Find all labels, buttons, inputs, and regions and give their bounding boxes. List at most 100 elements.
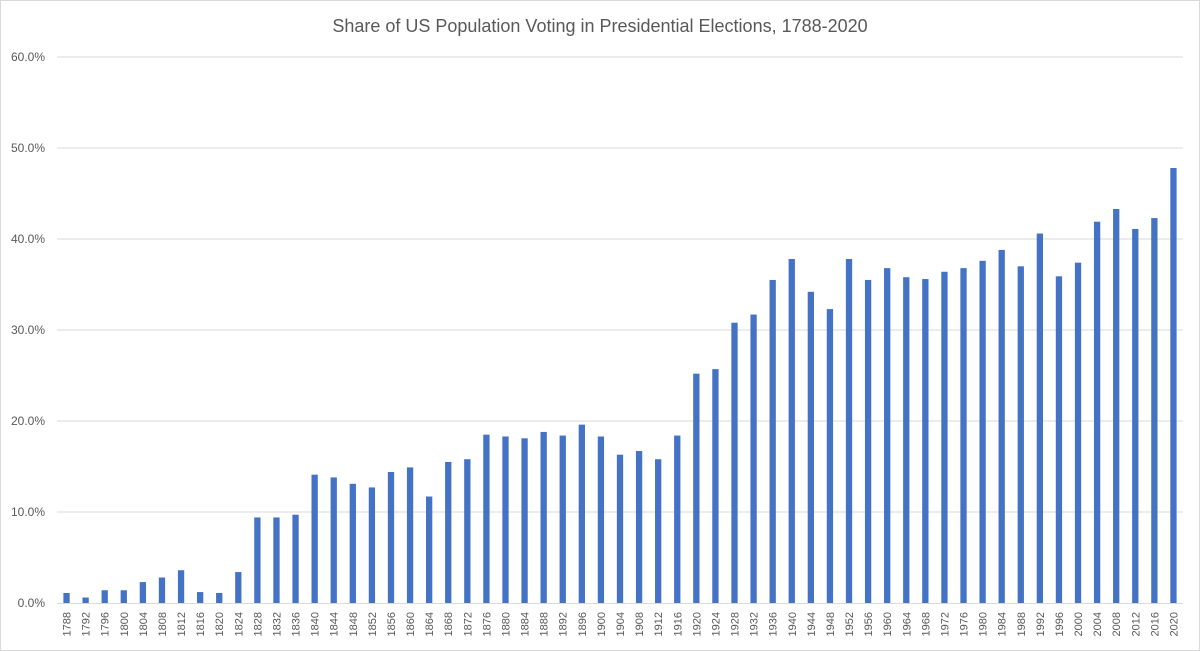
bar — [807, 291, 814, 603]
x-tick-label: 1972 — [939, 612, 951, 636]
x-tick-label: 1928 — [730, 612, 742, 636]
gridlines — [57, 56, 1183, 513]
x-tick-label: 1920 — [691, 612, 703, 636]
y-tick-label: 60.0% — [11, 50, 45, 64]
x-tick-label: 1872 — [462, 612, 474, 636]
bar — [559, 435, 566, 603]
x-tick-label: 2020 — [1168, 612, 1180, 636]
x-tick-label: 1820 — [214, 612, 226, 636]
x-tick-label: 1984 — [997, 612, 1009, 636]
bar — [235, 572, 242, 603]
bar — [445, 461, 452, 603]
bar — [884, 268, 891, 603]
bar — [1093, 221, 1101, 603]
bar — [597, 436, 605, 603]
x-tick-label: 1800 — [119, 612, 131, 636]
bar — [63, 592, 70, 603]
bar — [1151, 218, 1158, 603]
x-tick-label: 2000 — [1073, 612, 1085, 636]
bar — [387, 471, 395, 603]
x-tick-label: 1864 — [424, 612, 436, 636]
bar — [464, 459, 471, 603]
bar — [1113, 208, 1120, 603]
x-tick-label: 1852 — [367, 612, 379, 636]
bar — [139, 582, 147, 603]
x-axis-ticks: 1788 1792 1796 1800 1804 1808 1812 1816 1820 1824… — [62, 612, 1181, 636]
x-tick-label: 1996 — [1054, 612, 1066, 636]
bar — [674, 435, 681, 603]
bar — [1055, 276, 1063, 603]
bar — [216, 592, 223, 603]
x-tick-label: 2012 — [1130, 612, 1142, 636]
bar — [960, 268, 967, 603]
bar — [655, 459, 662, 603]
x-tick-label: 1964 — [901, 612, 913, 636]
x-tick-label: 1992 — [1035, 612, 1047, 636]
bar — [273, 517, 280, 603]
x-tick-label: 1912 — [653, 612, 665, 636]
x-tick-label: 1948 — [825, 612, 837, 636]
x-tick-label: 1856 — [386, 612, 398, 636]
x-tick-label: 1848 — [348, 612, 360, 636]
x-tick-label: 1904 — [615, 612, 627, 636]
bar — [311, 474, 318, 603]
x-tick-label: 1860 — [405, 612, 417, 636]
x-tick-label: 2008 — [1111, 612, 1123, 636]
bar — [120, 590, 127, 603]
x-tick-label: 1932 — [749, 612, 761, 636]
bar — [712, 369, 719, 603]
x-tick-label: 1880 — [500, 612, 512, 636]
x-tick-label: 1952 — [844, 612, 856, 636]
x-tick-label: 1824 — [233, 612, 245, 636]
y-tick-label: 40.0% — [11, 232, 45, 246]
bar — [368, 487, 376, 603]
y-tick-label: 10.0% — [11, 505, 45, 519]
y-axis-ticks: 0.0% 10.0% 20.0% 30.0% 40.0% 50.0% 60.0% — [11, 50, 45, 610]
bar — [922, 279, 929, 603]
x-tick-label: 1812 — [176, 612, 188, 636]
bar — [349, 483, 356, 603]
bar — [903, 277, 910, 603]
bar — [693, 373, 700, 603]
bar — [1036, 233, 1044, 604]
x-tick-label: 1796 — [100, 612, 112, 636]
bars — [63, 168, 1177, 604]
x-tick-label: 1828 — [252, 612, 264, 636]
x-tick-label: 1788 — [62, 612, 74, 636]
x-tick-label: 1980 — [978, 612, 990, 636]
x-tick-label: 1940 — [787, 612, 799, 636]
x-tick-label: 1868 — [443, 612, 455, 636]
bar — [864, 279, 872, 603]
x-tick-label: 1816 — [195, 612, 207, 636]
bar — [826, 309, 834, 603]
bar — [82, 597, 89, 603]
x-tick-label: 1844 — [329, 612, 341, 636]
y-tick-label: 0.0% — [18, 596, 46, 610]
bar — [158, 577, 166, 603]
y-tick-label: 30.0% — [11, 323, 45, 337]
bar — [330, 477, 337, 603]
x-tick-label: 1944 — [806, 612, 818, 636]
bar — [540, 431, 547, 603]
bar — [1132, 228, 1139, 604]
x-tick-label: 1876 — [481, 612, 493, 636]
x-tick-label: 1916 — [672, 612, 684, 636]
x-tick-label: 1988 — [1016, 612, 1028, 636]
bar — [998, 249, 1005, 604]
x-tick-label: 1888 — [539, 612, 551, 636]
x-tick-label: 1968 — [920, 612, 932, 636]
bar — [845, 259, 853, 603]
bar — [731, 322, 738, 603]
bar — [635, 451, 643, 603]
bar — [616, 454, 624, 603]
x-tick-label: 1924 — [710, 612, 722, 636]
bar — [177, 570, 185, 603]
bar — [578, 424, 585, 603]
bar — [1074, 262, 1082, 603]
y-tick-label: 20.0% — [11, 414, 45, 428]
bar — [1170, 168, 1177, 603]
bar — [521, 438, 528, 603]
bar — [979, 260, 986, 603]
bar — [941, 271, 948, 603]
